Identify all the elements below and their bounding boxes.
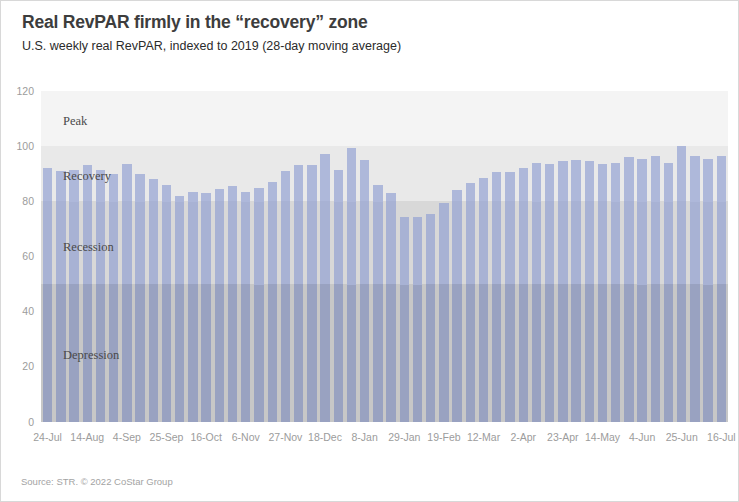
y-axis-label-100: 100 bbox=[1, 140, 34, 152]
bar-18-Jun bbox=[664, 163, 673, 422]
bar-22-Jan bbox=[386, 193, 395, 422]
zone-label-recovery: Recovery bbox=[63, 169, 111, 184]
x-axis-label-16-Jul: 16-Jul bbox=[696, 431, 739, 443]
bar-5-Mar bbox=[466, 183, 475, 422]
zone-label-depression: Depression bbox=[63, 348, 119, 363]
bar-12-Mar bbox=[479, 178, 488, 422]
bar-11-Sep bbox=[135, 174, 144, 422]
bar-1-Jan bbox=[347, 148, 356, 422]
bar-16-Jul bbox=[717, 156, 726, 422]
y-axis-label-60: 60 bbox=[1, 250, 34, 262]
y-axis-label-120: 120 bbox=[1, 85, 34, 97]
bar-25-Dec bbox=[334, 170, 343, 422]
bar-9-Jul bbox=[703, 159, 712, 422]
bar-9-Apr bbox=[532, 163, 541, 422]
bar-31-Jul bbox=[56, 171, 65, 422]
bar-23-Apr bbox=[558, 161, 567, 422]
bar-4-Sep bbox=[122, 164, 131, 422]
bar-29-Jan bbox=[400, 217, 409, 422]
bar-21-Aug bbox=[96, 170, 105, 422]
bar-7-May bbox=[585, 161, 594, 422]
bar-28-Aug bbox=[109, 174, 118, 422]
bar-2-Oct bbox=[175, 196, 184, 422]
zone-label-peak: Peak bbox=[63, 114, 87, 129]
bar-20-Nov bbox=[268, 182, 277, 422]
bar-25-Jun bbox=[677, 146, 686, 422]
bar-7-Aug bbox=[69, 170, 78, 422]
bar-30-Oct bbox=[228, 186, 237, 422]
bar-13-Nov bbox=[254, 188, 263, 422]
bar-2-Jul bbox=[690, 156, 699, 422]
zone-band-peak bbox=[41, 91, 728, 146]
bar-11-Dec bbox=[307, 165, 316, 422]
y-axis-label-40: 40 bbox=[1, 305, 34, 317]
bar-18-Sep bbox=[149, 179, 158, 422]
bar-14-May bbox=[598, 164, 607, 422]
chart-card: Real RevPAR firmly in the “recovery” zon… bbox=[0, 0, 739, 502]
plot-area: Peak Recovery Recession Depression bbox=[41, 91, 728, 422]
chart-title: Real RevPAR firmly in the “recovery” zon… bbox=[22, 12, 367, 33]
bar-30-Apr bbox=[571, 160, 580, 422]
zone-label-recession: Recession bbox=[63, 240, 114, 255]
bar-23-Oct bbox=[215, 189, 224, 422]
y-axis-label-0: 0 bbox=[1, 416, 34, 428]
bar-24-Jul bbox=[43, 168, 52, 422]
bar-4-Jun bbox=[637, 159, 646, 422]
bar-18-Dec bbox=[320, 154, 329, 422]
bar-4-Dec bbox=[294, 165, 303, 422]
bar-8-Jan bbox=[360, 160, 369, 422]
bar-19-Mar bbox=[492, 172, 501, 422]
bar-28-May bbox=[624, 157, 633, 422]
bar-6-Nov bbox=[241, 192, 250, 422]
bar-11-Jun bbox=[651, 156, 660, 422]
bar-26-Mar bbox=[505, 172, 514, 422]
chart-subtitle: U.S. weekly real RevPAR, indexed to 2019… bbox=[22, 39, 401, 53]
source-note: Source: STR. © 2022 CoStar Group bbox=[21, 476, 173, 487]
bar-16-Oct bbox=[201, 193, 210, 422]
bar-25-Sep bbox=[162, 185, 171, 422]
bar-19-Feb bbox=[439, 203, 448, 422]
bar-12-Feb bbox=[426, 214, 435, 422]
bar-15-Jan bbox=[373, 185, 382, 422]
bar-14-Aug bbox=[83, 165, 92, 422]
y-axis-label-20: 20 bbox=[1, 360, 34, 372]
bar-27-Nov bbox=[281, 171, 290, 422]
bar-9-Oct bbox=[188, 192, 197, 422]
bar-21-May bbox=[611, 163, 620, 422]
bar-2-Apr bbox=[519, 168, 528, 422]
bar-16-Apr bbox=[545, 164, 554, 422]
bar-5-Feb bbox=[413, 217, 422, 422]
y-axis-label-80: 80 bbox=[1, 195, 34, 207]
bar-26-Feb bbox=[452, 190, 461, 422]
